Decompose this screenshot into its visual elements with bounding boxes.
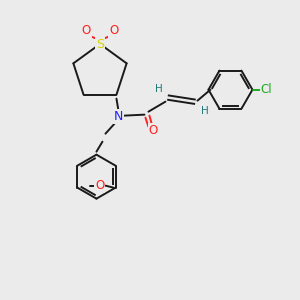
Text: N: N [114,110,123,123]
Text: O: O [81,25,91,38]
Text: S: S [96,38,104,50]
Text: O: O [110,25,118,38]
Text: O: O [149,124,158,137]
Text: H: H [201,106,208,116]
Text: O: O [95,179,104,192]
Text: H: H [154,84,162,94]
Text: Cl: Cl [261,83,272,96]
